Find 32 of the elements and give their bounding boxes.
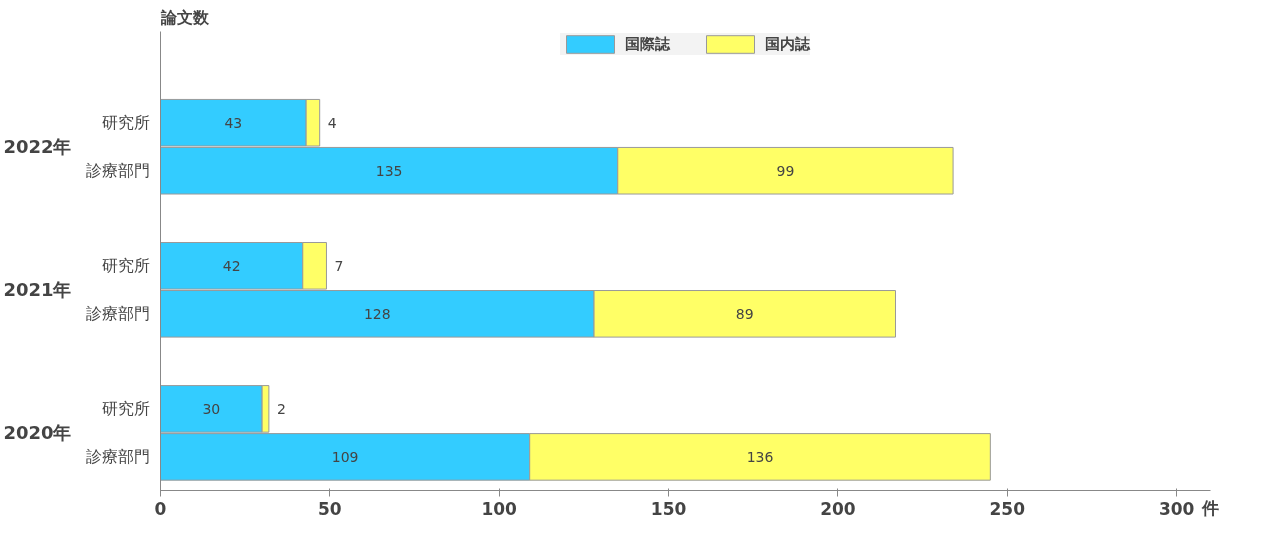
y-tick-label: 診療部門 <box>85 304 150 324</box>
x-tick-label: 200 <box>820 498 856 519</box>
y-tick-label: 研究所 <box>101 113 150 133</box>
y-tick-label: 研究所 <box>101 399 150 419</box>
data-label: 89 <box>735 305 754 322</box>
data-label: 109 <box>331 448 359 465</box>
data-label: 136 <box>746 448 774 465</box>
legend-label: 国際誌 <box>625 34 670 54</box>
data-label: 99 <box>776 162 795 179</box>
x-tick-label: 50 <box>318 498 342 519</box>
data-label: 128 <box>363 305 391 322</box>
data-label: 4 <box>327 114 337 131</box>
text: 2020年 <box>3 422 72 444</box>
x-tick-label: 0 <box>154 498 167 519</box>
y-tick-label: 研究所 <box>101 256 150 276</box>
chart-title: 論文数 <box>159 7 210 27</box>
data-label: 135 <box>375 162 403 179</box>
x-tick-label: 100 <box>481 498 518 519</box>
data-label: 2 <box>276 400 286 417</box>
data-label: 42 <box>222 257 241 274</box>
legend-label: 国内誌 <box>765 34 810 54</box>
x-tick-label: 300 <box>1158 498 1195 519</box>
data-label: 30 <box>202 400 221 417</box>
y-tick-label: 診療部門 <box>85 447 150 467</box>
text: 2021年 <box>3 279 72 301</box>
data-label: 43 <box>224 114 243 131</box>
x-tick-label: 150 <box>650 498 687 519</box>
x-axis-title: 件 <box>1201 497 1219 518</box>
data-label: 7 <box>334 257 344 274</box>
x-tick-label: 250 <box>989 498 1026 519</box>
y-tick-label: 診療部門 <box>85 161 150 181</box>
text: 2022年 <box>3 136 72 158</box>
